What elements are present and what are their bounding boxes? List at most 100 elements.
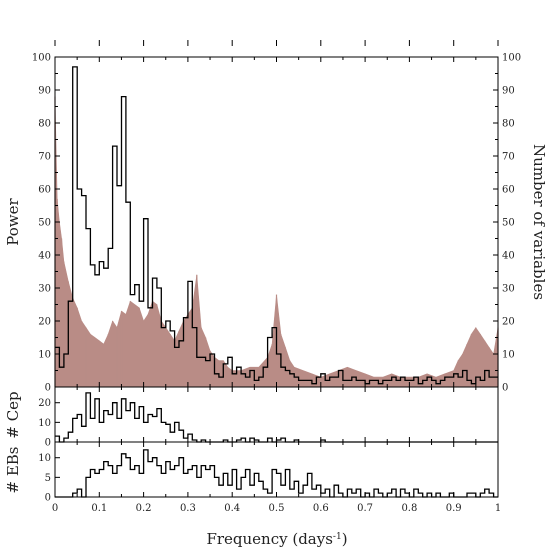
cep-bin [68, 432, 72, 442]
ebs-bin [228, 485, 232, 497]
ebs-bin [126, 458, 130, 497]
cep-bin [86, 393, 90, 442]
power-ytick-label-right: 90 [502, 86, 515, 97]
x-axis-title-main: Frequency (days [206, 530, 332, 548]
x-axis-title-close: ) [342, 530, 348, 548]
cep-bin [108, 415, 112, 443]
ebs-bin [144, 450, 148, 497]
cep-ytick-label: 20 [38, 398, 51, 409]
ebs-bin [316, 485, 320, 497]
ebs-bin [219, 485, 223, 497]
x-tick-label: 1 [495, 503, 501, 514]
cep-bin [170, 432, 174, 442]
ebs-bin [170, 470, 174, 498]
ebs-bin [250, 485, 254, 497]
power-ytick-label-right: 20 [502, 317, 515, 328]
ebs-bin [223, 473, 227, 497]
power-ytick-label: 90 [38, 86, 51, 97]
cep-bin [82, 426, 86, 442]
ebs-bin [108, 466, 112, 497]
ebs-bin [77, 489, 81, 497]
ebs-bin [263, 489, 267, 497]
ebs-bin [161, 473, 165, 497]
ebs-bin [285, 470, 289, 498]
cep-bin [135, 418, 139, 442]
ebs-bin [117, 466, 121, 497]
ebs-bin [414, 489, 418, 497]
cep-bin [157, 409, 161, 442]
ebs-ytick-label: 10 [38, 453, 51, 464]
cep-bin [73, 418, 77, 442]
ebs-bin [175, 466, 179, 497]
ebs-ytick-label: 0 [45, 493, 51, 504]
ebs-bin [206, 470, 210, 498]
power-ytick-label: 100 [32, 53, 51, 64]
power-ytick-label: 70 [38, 152, 51, 163]
ebs-bin [157, 466, 161, 497]
ebs-bin [135, 466, 139, 497]
ebs-bin [86, 477, 90, 497]
ebs-bin [325, 489, 329, 497]
x-tick-label: 0.7 [357, 503, 373, 514]
ebs-bin [237, 489, 241, 497]
ebs-bin [113, 473, 117, 497]
cep-bin [99, 422, 103, 442]
ebs-bin [197, 477, 201, 497]
ebs-bin [259, 481, 263, 497]
ebs-bin [312, 489, 316, 497]
ebs-bin [215, 477, 219, 497]
ebs-bin [272, 470, 276, 498]
power-ytick-label: 30 [38, 284, 51, 295]
power-ytick-label-right: 50 [502, 218, 515, 229]
cep-bin [148, 415, 152, 443]
power-ytick-label-right: 40 [502, 251, 515, 262]
power-ytick-label-right: 60 [502, 185, 515, 196]
cep-bin [175, 422, 179, 442]
x-tick-label: 0.5 [269, 503, 285, 514]
ebs-bin [95, 473, 99, 497]
x-tick-label: 0.6 [313, 503, 329, 514]
power-step-series [55, 66, 498, 385]
ebs-bin [188, 470, 192, 498]
x-tick-label: 0.1 [91, 503, 107, 514]
ebs-step-series [55, 449, 498, 498]
ebs-bin [139, 473, 143, 497]
ebs-bin [232, 470, 236, 498]
cep-bin [77, 415, 81, 443]
cep-bin [113, 403, 117, 442]
cep-step-series [55, 392, 498, 443]
cep-bin [55, 436, 59, 442]
ebs-bin [148, 462, 152, 497]
cep-ytick-label: 0 [45, 438, 51, 449]
cep-bin [126, 411, 130, 442]
ebs-bin [241, 477, 245, 497]
power-ytick-label-right: 80 [502, 119, 515, 130]
ebs-bin [308, 473, 312, 497]
ebs-bin [347, 489, 351, 497]
cep-bin [90, 418, 94, 442]
ebs-bin [392, 489, 396, 497]
x-tick-label: 0.2 [136, 503, 152, 514]
ebs-bin [281, 485, 285, 497]
x-axis-title-exponent: -1 [333, 532, 342, 542]
x-tick-label: 0.3 [180, 503, 196, 514]
ebs-bin [90, 470, 94, 498]
ebs-bin [153, 458, 157, 497]
ebs-bin [374, 489, 378, 497]
ebs-bin [99, 470, 103, 498]
cep-bin [95, 399, 99, 442]
line-layer [55, 66, 498, 498]
power-ytick-label-right: 0 [502, 383, 508, 394]
power-ytick-label: 40 [38, 251, 51, 262]
power-ytick-label-right: 100 [502, 53, 521, 64]
power-ytick-label-right: 70 [502, 152, 515, 163]
power-ytick-label-right: 10 [502, 350, 515, 361]
y-axis-title-cep: # Cep [4, 391, 22, 438]
ebs-bin [201, 466, 205, 497]
ebs-bin [104, 462, 108, 497]
cep-bin [122, 399, 126, 442]
ebs-bin [254, 473, 258, 497]
y-axis-title-power: Power [4, 197, 22, 245]
y-axis-title-right: Number of variables [530, 144, 548, 300]
